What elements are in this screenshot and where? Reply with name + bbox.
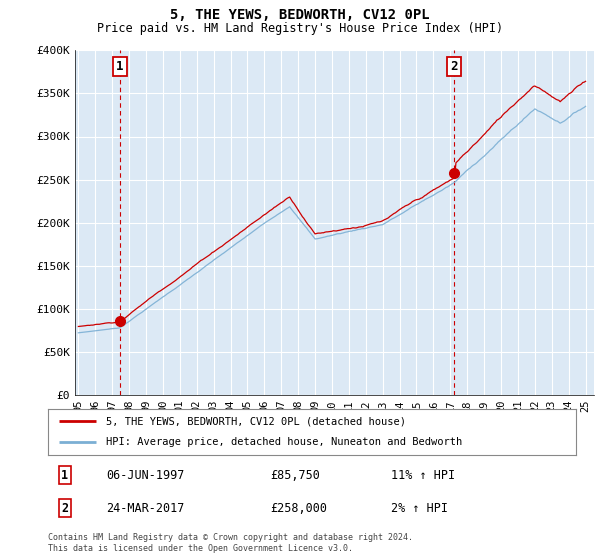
Text: Price paid vs. HM Land Registry's House Price Index (HPI): Price paid vs. HM Land Registry's House … (97, 22, 503, 35)
Text: 5, THE YEWS, BEDWORTH, CV12 0PL: 5, THE YEWS, BEDWORTH, CV12 0PL (170, 8, 430, 22)
Text: 24-MAR-2017: 24-MAR-2017 (106, 502, 184, 515)
Text: 2: 2 (450, 60, 458, 73)
Text: 5, THE YEWS, BEDWORTH, CV12 0PL (detached house): 5, THE YEWS, BEDWORTH, CV12 0PL (detache… (106, 416, 406, 426)
Text: 1: 1 (116, 60, 124, 73)
Text: 2: 2 (61, 502, 68, 515)
Text: 06-JUN-1997: 06-JUN-1997 (106, 469, 184, 482)
Text: £258,000: £258,000 (270, 502, 327, 515)
Text: £85,750: £85,750 (270, 469, 320, 482)
Text: 1: 1 (61, 469, 68, 482)
Text: 11% ↑ HPI: 11% ↑ HPI (391, 469, 455, 482)
Text: 2% ↑ HPI: 2% ↑ HPI (391, 502, 448, 515)
Text: HPI: Average price, detached house, Nuneaton and Bedworth: HPI: Average price, detached house, Nune… (106, 437, 463, 447)
Text: Contains HM Land Registry data © Crown copyright and database right 2024.
This d: Contains HM Land Registry data © Crown c… (48, 533, 413, 553)
